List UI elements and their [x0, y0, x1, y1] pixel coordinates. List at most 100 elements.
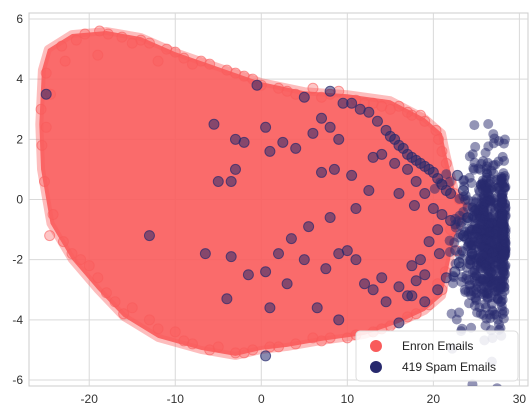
- enron-point: [221, 64, 233, 76]
- enron-point: [40, 121, 52, 133]
- spam-point: [363, 184, 375, 196]
- spam-point: [264, 145, 276, 157]
- spam-point: [466, 248, 478, 260]
- spam-point: [479, 299, 490, 310]
- enron-point: [307, 82, 319, 94]
- spam-point: [393, 187, 405, 199]
- spam-point: [472, 307, 483, 318]
- spam-point: [456, 276, 467, 287]
- enron-point: [109, 296, 121, 308]
- spam-point: [436, 209, 448, 221]
- enron-point: [59, 55, 71, 67]
- enron-point: [66, 248, 78, 260]
- enron-point: [178, 52, 190, 64]
- enron-point: [419, 115, 431, 127]
- enron-point: [169, 46, 181, 58]
- spam-point: [208, 118, 220, 130]
- x-tick-label: 30: [513, 392, 527, 406]
- spam-point: [143, 230, 155, 242]
- enron-point: [126, 302, 138, 314]
- spam-point: [441, 169, 452, 180]
- spam-point: [493, 156, 504, 167]
- spam-point: [498, 262, 509, 273]
- spam-point: [483, 119, 494, 130]
- x-tick-label: 20: [427, 392, 441, 406]
- enron-point: [40, 67, 52, 79]
- enron-point: [169, 326, 181, 338]
- spam-point: [486, 174, 497, 185]
- spam-point: [469, 206, 480, 217]
- enron-point: [204, 58, 216, 70]
- spam-point: [468, 232, 479, 243]
- enron-point: [92, 272, 104, 284]
- spam-point: [445, 215, 457, 227]
- legend-box: [355, 330, 519, 382]
- enron-point: [100, 287, 112, 299]
- spam-point: [324, 212, 336, 224]
- spam-point: [432, 224, 444, 236]
- spam-point: [238, 136, 250, 148]
- spam-point: [478, 287, 489, 298]
- spam-point: [298, 91, 310, 103]
- spam-point: [389, 157, 401, 169]
- spam-point: [419, 187, 431, 199]
- spam-point: [371, 115, 383, 127]
- spam-point: [492, 383, 502, 386]
- spam-point: [346, 97, 358, 109]
- enron-point: [414, 109, 426, 121]
- enron-point: [290, 338, 302, 350]
- y-tick-label: -6: [12, 373, 23, 387]
- spam-point: [225, 175, 237, 187]
- enron-point: [433, 133, 445, 145]
- legend: Enron Emails 419 Spam Emails: [355, 330, 519, 382]
- enron-point: [430, 124, 442, 136]
- spam-point: [281, 278, 293, 290]
- enron-point: [38, 175, 50, 187]
- spam-point: [485, 313, 496, 324]
- spam-point: [324, 85, 336, 97]
- spam-point: [423, 236, 435, 248]
- x-tick-label: 0: [258, 392, 265, 406]
- enron-point: [79, 28, 91, 40]
- spam-point: [457, 230, 469, 242]
- spam-point: [298, 254, 310, 266]
- spam-point: [470, 270, 481, 281]
- spam-point: [479, 274, 490, 285]
- spam-point: [260, 121, 272, 133]
- enron-point: [75, 254, 87, 266]
- spam-point: [462, 212, 474, 224]
- spam-point: [427, 203, 439, 215]
- enron-point: [47, 209, 59, 221]
- enron-point: [56, 40, 68, 52]
- spam-point: [40, 88, 52, 100]
- spam-point: [285, 233, 297, 245]
- spam-point: [470, 141, 481, 152]
- spam-point: [466, 322, 477, 333]
- spam-point: [419, 296, 431, 308]
- x-tick-label: -10: [167, 392, 185, 406]
- y-tick-label: 0: [16, 193, 23, 207]
- enron-point: [35, 103, 47, 115]
- spam-point: [367, 284, 379, 296]
- spam-point: [363, 106, 375, 118]
- enron-point: [44, 230, 56, 242]
- spam-point: [497, 193, 508, 204]
- spam-point: [264, 302, 276, 314]
- enron-point: [83, 260, 95, 272]
- spam-point: [320, 263, 332, 275]
- spam-point: [406, 260, 418, 272]
- enron-point: [204, 344, 216, 356]
- enron-point: [376, 100, 388, 112]
- spam-point: [453, 257, 465, 269]
- spam-point: [478, 224, 489, 235]
- spam-point: [212, 175, 224, 187]
- spam-point: [359, 278, 371, 290]
- enron-point: [143, 314, 155, 326]
- spam-point: [414, 254, 426, 266]
- spam-point: [496, 177, 507, 188]
- spam-point: [333, 133, 345, 145]
- spam-point: [490, 264, 501, 275]
- series-419-spam-emails: [40, 79, 511, 386]
